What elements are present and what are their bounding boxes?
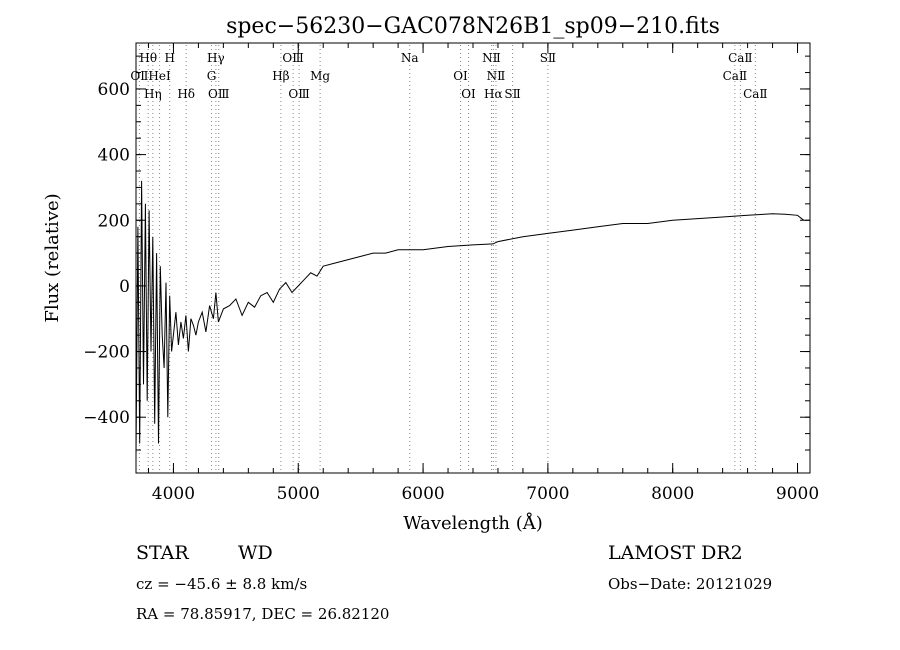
x-tick-label: 7000 — [526, 484, 569, 504]
y-tick-label: 200 — [98, 211, 130, 231]
spectral-line-label: Hα — [484, 87, 503, 101]
spectral-line-label: Hβ — [272, 69, 289, 83]
redshift-velocity: cz = −45.6 ± 8.8 km/s — [136, 575, 307, 593]
spectral-line-label: G — [207, 69, 217, 83]
x-tick-label: 5000 — [277, 484, 320, 504]
spectral-line-label: NⅡ — [487, 69, 506, 83]
spectral-line-label: Hθ — [139, 51, 157, 65]
spectral-line-label: NⅡ — [482, 51, 501, 65]
spectral-lines-layer — [138, 45, 756, 473]
object-subclass: WD — [238, 542, 273, 564]
y-tick-label: 0 — [119, 277, 130, 297]
spectral-line-label: Hη — [144, 87, 162, 101]
spectral-line-label: OⅢ — [288, 87, 309, 101]
y-tick-label: 400 — [98, 146, 130, 166]
spectral-line-label: SⅡ — [540, 51, 556, 65]
observation-date: Obs−Date: 20121029 — [608, 575, 772, 593]
x-axis-label: Wavelength (Å) — [403, 512, 543, 534]
spectral-line-label: OⅠ — [461, 87, 476, 101]
spectral-line-label: CaⅡ — [723, 69, 748, 83]
spectral-line-label: H — [164, 51, 174, 65]
y-axis-label: Flux (relative) — [42, 193, 63, 322]
x-tick-label: 9000 — [776, 484, 819, 504]
spectrum-line — [135, 180, 805, 457]
spectral-line-label: Mg — [310, 69, 330, 83]
spectral-line-label: Na — [401, 51, 419, 65]
series-layer — [135, 180, 805, 457]
x-tick-label: 4000 — [152, 484, 195, 504]
spectral-line-label: OⅠ — [453, 69, 468, 83]
chart-title: spec−56230−GAC078N26B1_sp09−210.fits — [226, 14, 720, 39]
spectral-line-label: SⅡ — [504, 87, 520, 101]
y-axis-ticks: −400 −200 0 200 400 600 — [83, 55, 810, 451]
x-axis-ticks: 4000 5000 6000 7000 8000 9000 — [147, 43, 819, 504]
spectral-line-label: OⅢ — [282, 51, 303, 65]
spectral-line-label: CaⅡ — [728, 51, 753, 65]
object-class: STAR — [136, 542, 189, 564]
x-tick-label: 6000 — [401, 484, 444, 504]
y-tick-label: 600 — [98, 80, 130, 100]
survey-name: LAMOST DR2 — [608, 542, 743, 564]
y-tick-label: −200 — [83, 343, 130, 363]
spectral-line-label: Hγ — [207, 51, 225, 65]
spectral-line-label: CaⅡ — [743, 87, 768, 101]
spectral-line-label: OⅢ — [208, 87, 229, 101]
y-tick-label: −400 — [83, 408, 130, 428]
spectral-line-label: HeⅠ — [148, 69, 171, 83]
coordinates: RA = 78.85917, DEC = 26.82120 — [136, 605, 389, 623]
spectral-line-label: Hδ — [177, 87, 195, 101]
x-tick-label: 8000 — [651, 484, 694, 504]
plot-frame — [135, 42, 811, 474]
spectral-line-label: OⅡ — [130, 69, 148, 83]
